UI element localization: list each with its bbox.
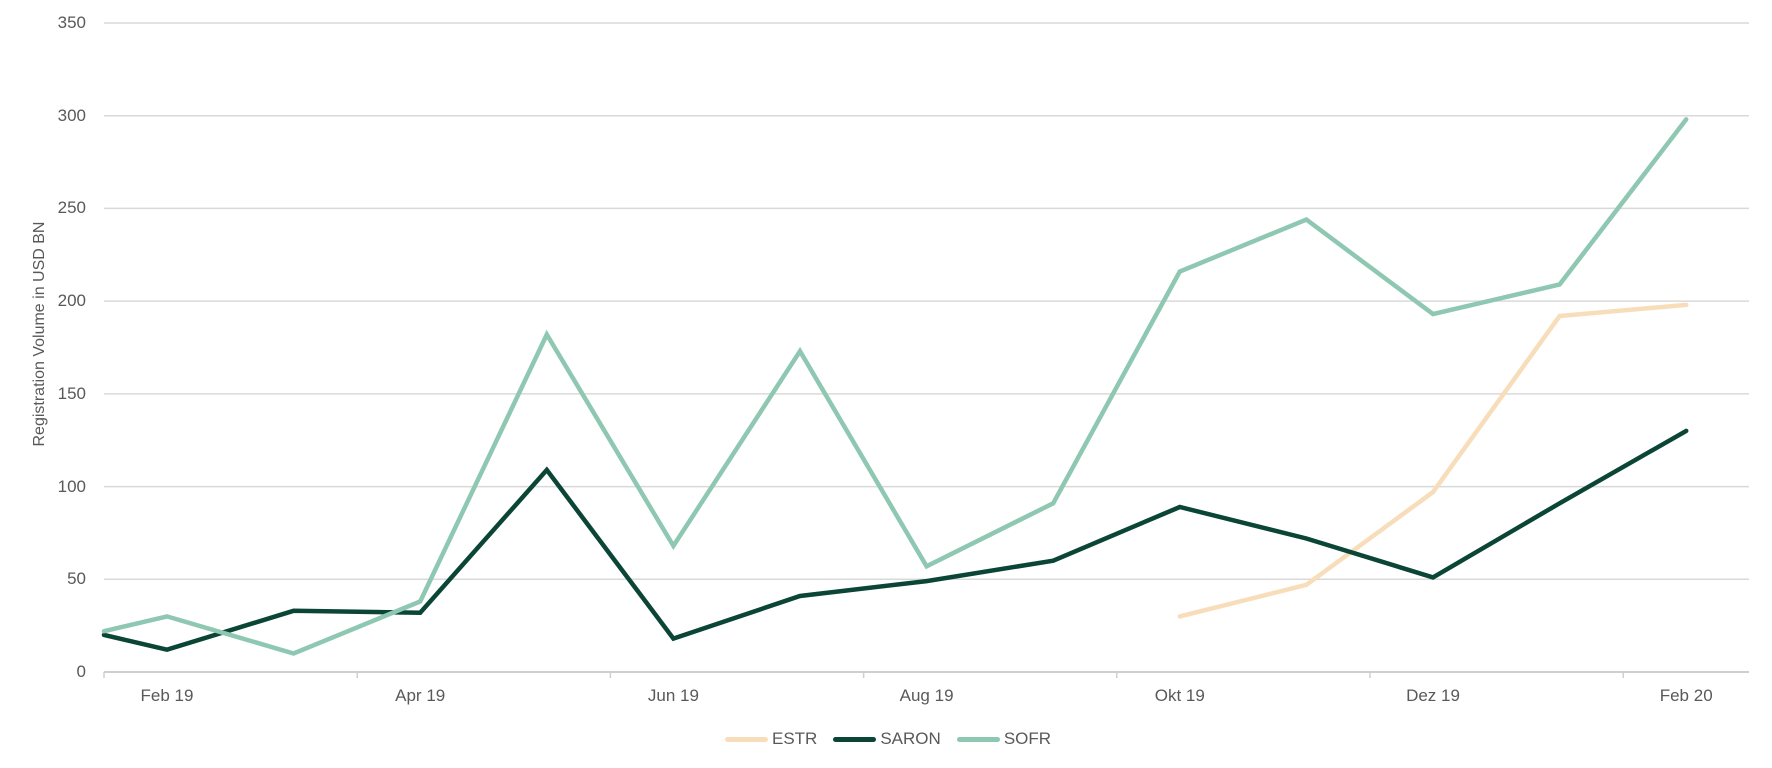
y-tick-label: 200 <box>57 291 86 311</box>
legend-swatch-saron-icon <box>833 736 877 742</box>
legend-swatch-estr-icon <box>725 736 768 742</box>
legend-label: SARON <box>880 729 941 748</box>
series-line-estr <box>1177 302 1689 619</box>
y-axis-title: Registration Volume in USD BN <box>31 221 48 447</box>
x-tick-label: Aug 19 <box>899 686 954 705</box>
x-tick-label: Feb 19 <box>140 686 194 705</box>
y-tick-label: 100 <box>57 476 86 496</box>
legend-item-estr[interactable]: ESTR <box>725 727 817 751</box>
x-tick-label: Jun 19 <box>647 686 699 705</box>
y-tick-label: 250 <box>57 198 86 218</box>
y-tick-label: 350 <box>57 13 86 32</box>
x-tick-label: Feb 20 <box>1659 686 1713 705</box>
legend-item-saron[interactable]: SARON <box>833 727 941 751</box>
legend-swatch-sofr-icon <box>956 736 1000 742</box>
legend-label: SOFR <box>1003 729 1052 748</box>
series-line-saron <box>101 428 1689 653</box>
y-tick-label: 0 <box>76 662 86 681</box>
series-line-sofr <box>101 117 1689 656</box>
gridlines <box>104 22 1749 673</box>
x-tick-label: Okt 19 <box>1154 686 1205 705</box>
legend-item-sofr[interactable]: SOFR <box>956 727 1052 751</box>
y-tick-label: 150 <box>57 383 86 403</box>
y-tick-label: 50 <box>67 569 86 589</box>
x-tick-label: Dez 19 <box>1406 686 1460 705</box>
legend-label: ESTR <box>772 729 818 748</box>
y-tick-label: 300 <box>57 105 86 125</box>
x-axis <box>103 672 1624 678</box>
series-lines <box>101 117 1689 656</box>
legend: ESTR SARON SOFR <box>725 727 1067 751</box>
x-tick-label: Apr 19 <box>395 686 446 705</box>
